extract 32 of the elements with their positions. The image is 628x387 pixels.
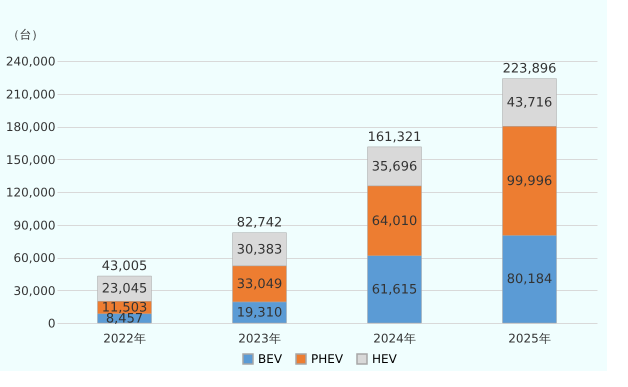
y-tick-label: 120,000 <box>6 186 56 200</box>
legend-label: HEV <box>372 352 398 366</box>
data-label: 30,383 <box>236 242 282 258</box>
y-tick-label: 90,000 <box>14 218 56 232</box>
y-axis-title: （台） <box>8 28 44 42</box>
y-tick-label: 30,000 <box>14 284 56 298</box>
y-tick-label: 60,000 <box>14 251 56 265</box>
data-label: 80,184 <box>506 272 552 288</box>
data-label: 61,615 <box>372 282 418 298</box>
total-label: 223,896 <box>502 62 556 77</box>
x-tick-label: 2025年 <box>508 332 551 346</box>
y-tick-label: 0 <box>48 316 56 330</box>
legend-label: PHEV <box>311 352 344 366</box>
data-label: 64,010 <box>372 214 418 229</box>
x-tick-label: 2024年 <box>373 332 416 346</box>
x-tick-label: 2022年 <box>103 332 146 346</box>
data-label: 8,457 <box>106 311 144 326</box>
data-label: 33,049 <box>236 276 282 292</box>
x-tick-label: 2023年 <box>238 332 281 346</box>
y-tick-label: 150,000 <box>6 152 56 167</box>
data-label: 99,996 <box>506 174 552 189</box>
data-label: 19,310 <box>236 305 282 320</box>
y-tick-label: 210,000 <box>6 87 56 102</box>
total-label: 161,321 <box>368 130 422 145</box>
y-tick-label: 240,000 <box>6 54 56 68</box>
legend-label: BEV <box>258 352 283 366</box>
total-label: 43,005 <box>102 259 148 274</box>
data-label: 35,696 <box>372 159 418 174</box>
total-label: 82,742 <box>236 216 282 231</box>
y-tick-label: 180,000 <box>6 120 56 134</box>
data-label: 23,045 <box>102 282 148 297</box>
data-label: 43,716 <box>506 95 552 110</box>
